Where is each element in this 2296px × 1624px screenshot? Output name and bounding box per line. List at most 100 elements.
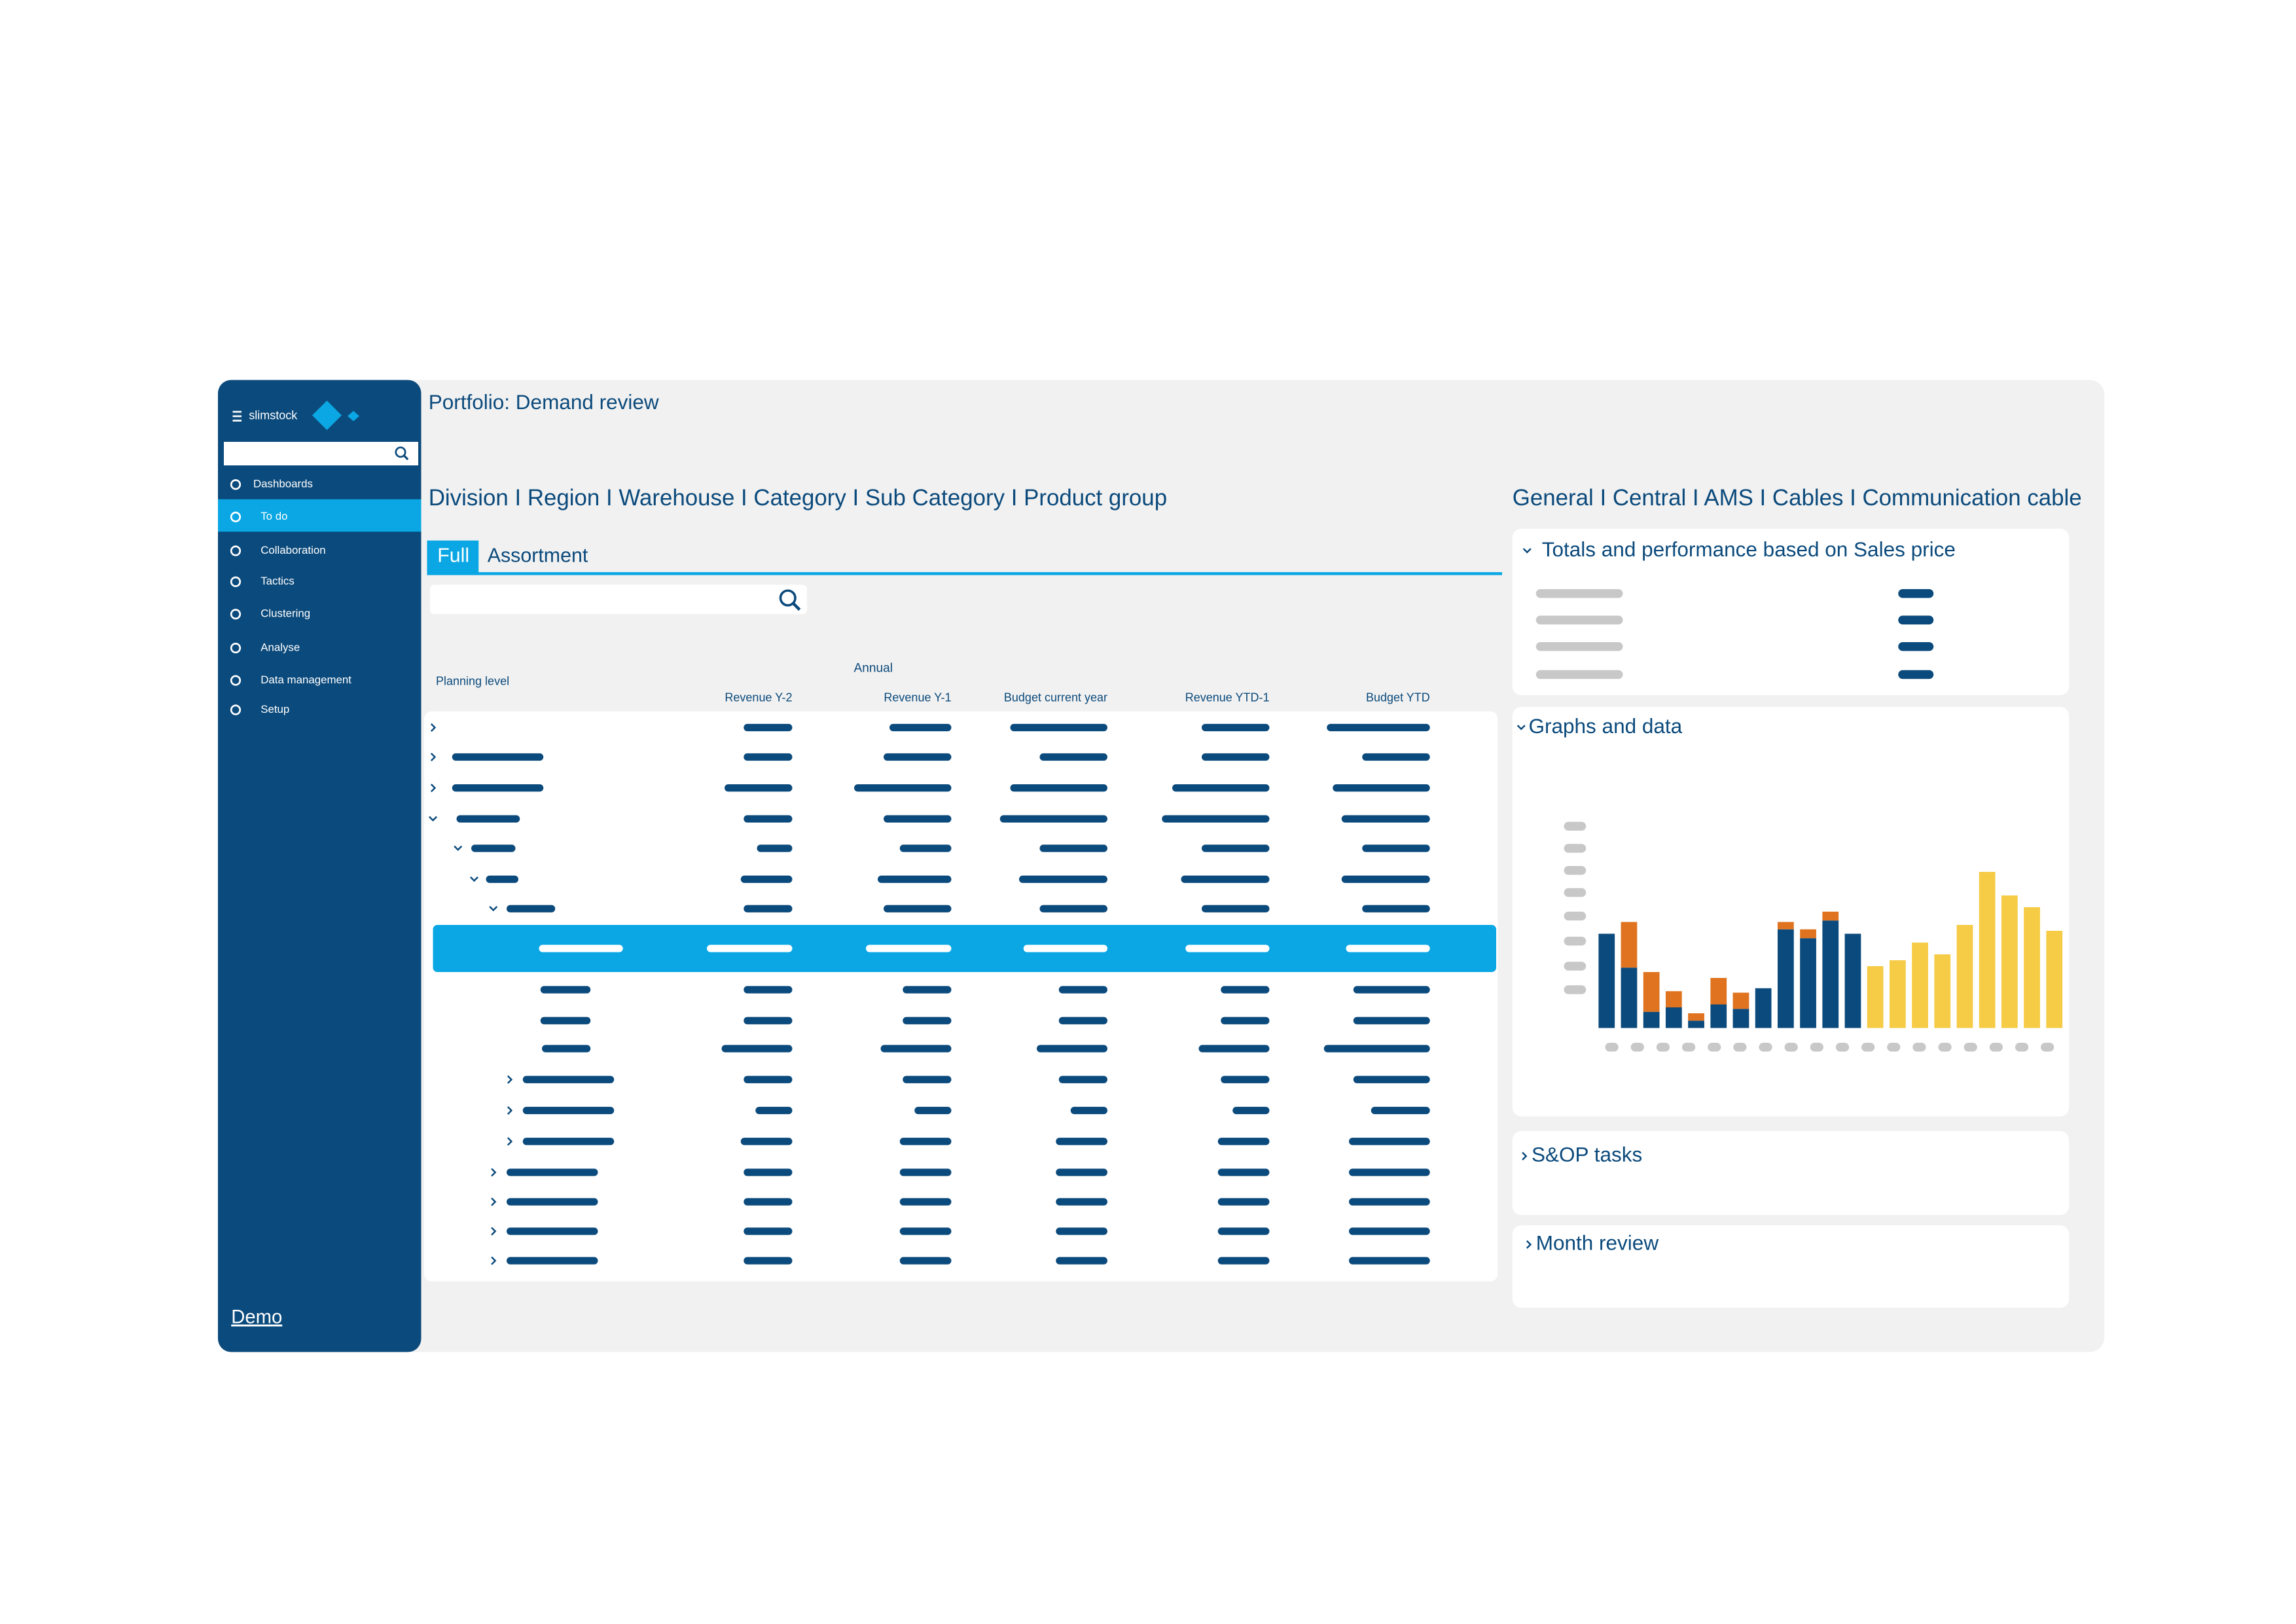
breadcrumb: General I Central I AMS I Cables I Commu… xyxy=(1513,485,2082,511)
menu-item[interactable]: Clustering xyxy=(260,607,310,620)
placeholder xyxy=(707,945,793,952)
placeholder xyxy=(1733,1043,1747,1052)
search-icon xyxy=(395,446,406,458)
menu-item[interactable]: Setup xyxy=(260,703,289,715)
column-header: Budget current year xyxy=(1004,691,1107,704)
logo xyxy=(348,410,359,422)
chevron[interactable] xyxy=(430,784,437,793)
placeholder xyxy=(744,723,793,732)
placeholder xyxy=(740,875,793,883)
chevron[interactable] xyxy=(1522,1151,1528,1161)
table-search[interactable] xyxy=(430,585,807,615)
chevron[interactable] xyxy=(507,1106,513,1115)
placeholder xyxy=(1058,1075,1107,1083)
placeholder xyxy=(507,1227,598,1235)
chevron[interactable] xyxy=(454,845,463,852)
placeholder xyxy=(1172,784,1270,792)
chevron[interactable] xyxy=(491,1168,497,1177)
bar-segment xyxy=(1844,933,1861,1028)
chevron[interactable] xyxy=(1516,725,1526,731)
placeholder xyxy=(1535,589,1623,598)
breadcrumb: Division I Region I Warehouse I Category… xyxy=(429,485,1167,511)
menu-item[interactable]: Data management xyxy=(260,674,351,686)
bar-segment xyxy=(1643,1011,1660,1028)
placeholder xyxy=(1535,615,1623,624)
placeholder xyxy=(1221,1017,1270,1024)
placeholder xyxy=(1708,1043,1721,1052)
placeholder xyxy=(1564,911,1587,921)
placeholder xyxy=(452,784,544,792)
bar-segment xyxy=(1867,966,1884,1028)
chevron[interactable] xyxy=(469,876,479,882)
sidebar-search[interactable] xyxy=(224,442,418,465)
placeholder xyxy=(1349,1138,1430,1146)
chevron[interactable] xyxy=(491,1256,497,1265)
placeholder xyxy=(1217,1168,1270,1176)
app: slimstock Demo Dashboards To do Collaborat… xyxy=(218,380,2105,1352)
placeholder xyxy=(1564,888,1587,897)
chevron[interactable] xyxy=(1522,548,1532,554)
chevron[interactable] xyxy=(507,1137,513,1146)
placeholder xyxy=(522,1138,615,1146)
panel-title[interactable]: Month review xyxy=(1536,1231,1659,1255)
placeholder xyxy=(903,986,952,994)
menu-icon xyxy=(230,545,242,556)
placeholder xyxy=(1362,905,1430,912)
chevron[interactable] xyxy=(489,905,498,912)
placeholder xyxy=(889,723,952,732)
chevron[interactable] xyxy=(491,1197,497,1206)
bar-segment xyxy=(2001,895,2018,1028)
menu-item[interactable]: Tactics xyxy=(260,575,295,587)
bar-segment xyxy=(1732,1009,1749,1028)
placeholder xyxy=(1887,1043,1901,1052)
bar-segment xyxy=(1710,978,1727,1005)
placeholder xyxy=(1810,1043,1823,1052)
chevron[interactable] xyxy=(491,1227,497,1236)
placeholder xyxy=(1938,1043,1952,1052)
tab[interactable]: Full xyxy=(437,545,469,567)
panels: Totals and performance based on Sales pr… xyxy=(1516,537,2054,1255)
sidebar-content: slimstock Demo Dashboards To do Collaborat… xyxy=(218,401,422,1327)
placeholder xyxy=(507,1168,598,1176)
menu-item[interactable]: Dashboards xyxy=(253,478,313,490)
placeholder xyxy=(1656,1043,1670,1052)
panel-title[interactable]: S&OP tasks xyxy=(1532,1143,1642,1166)
menu-icon xyxy=(230,704,242,715)
placeholder xyxy=(1162,815,1270,823)
chevron[interactable] xyxy=(430,752,437,762)
placeholder xyxy=(1349,1198,1430,1206)
chevron[interactable] xyxy=(1526,1240,1532,1249)
placeholder xyxy=(744,986,793,994)
bar-segment xyxy=(1956,925,1973,1028)
bar-segment xyxy=(1665,991,1682,1007)
selected-row[interactable] xyxy=(433,925,1497,972)
column-header: Budget YTD xyxy=(1366,691,1430,704)
footer-link[interactable]: Demo xyxy=(231,1307,282,1327)
menu-item[interactable]: To do xyxy=(260,510,287,522)
column-header: Planning level xyxy=(436,675,509,688)
placeholder xyxy=(1202,753,1270,761)
chevron[interactable] xyxy=(507,1075,513,1084)
panel-title[interactable]: Graphs and data xyxy=(1529,714,1683,738)
menu-item[interactable]: Analyse xyxy=(260,641,300,653)
placeholder xyxy=(507,1198,598,1206)
menu-icon xyxy=(230,642,242,654)
tab[interactable]: Assortment xyxy=(488,545,588,567)
menu-icon xyxy=(230,479,242,490)
bar-segment xyxy=(1643,972,1660,1012)
placeholder xyxy=(471,844,516,852)
chevron[interactable] xyxy=(430,723,437,732)
panel-title[interactable]: Totals and performance based on Sales pr… xyxy=(1542,537,1956,561)
placeholder xyxy=(1058,1017,1107,1024)
placeholder xyxy=(744,1168,793,1176)
chevron[interactable] xyxy=(428,816,438,822)
placeholder xyxy=(880,1045,952,1053)
menu-item[interactable]: Collaboration xyxy=(260,544,325,556)
placeholder xyxy=(1232,1106,1270,1115)
menu-button[interactable] xyxy=(232,410,242,422)
placeholder xyxy=(899,1227,952,1235)
placeholder xyxy=(1898,670,1934,679)
placeholder xyxy=(1202,844,1270,852)
